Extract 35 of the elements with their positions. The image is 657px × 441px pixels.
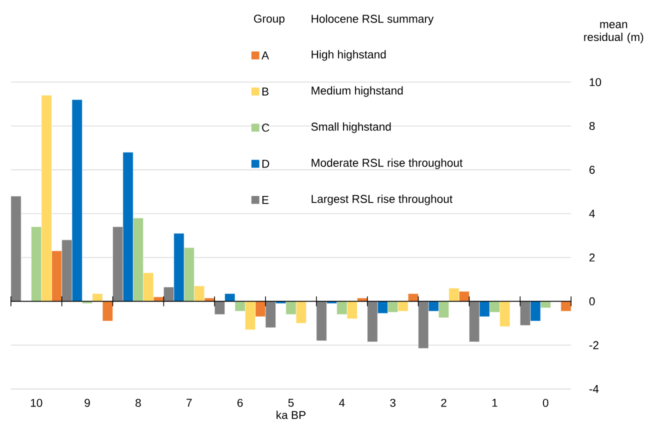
annotation: Largest RSL rise throughout — [312, 194, 452, 205]
text: Holocene RSL summary — [312, 14, 434, 25]
legend-label: A — [262, 51, 270, 60]
annotation: Medium highstand — [312, 86, 403, 97]
legend-label: E — [262, 196, 269, 204]
y-tick-label: 4 — [589, 210, 595, 218]
y-tick-label: 2 — [589, 253, 595, 262]
y-axis-title: mean residual (m) — [584, 22, 644, 44]
legend-label: D — [262, 160, 270, 168]
x-tick-label: 9 — [84, 398, 90, 407]
x-tick-label: 2 — [441, 398, 446, 407]
x-tick-label: 5 — [288, 398, 294, 407]
annotation: Moderate RSL rise throughout — [312, 158, 463, 169]
y-tick-label: -2 — [589, 340, 598, 349]
y-tick-label: -4 — [589, 384, 599, 393]
annotation: Small highstand — [311, 122, 391, 133]
legend-title: Group — [254, 14, 284, 25]
legend-label: C — [262, 123, 270, 132]
bar — [560, 300, 572, 312]
x-tick-label: 0 — [542, 398, 548, 407]
text: High highstand — [312, 50, 386, 60]
x-tick-label: 4 — [339, 398, 345, 406]
legend-label: B — [262, 87, 268, 96]
x-tick-label: 3 — [390, 398, 396, 407]
y-tick-label: 10 — [590, 78, 602, 86]
x-axis-title: ka BP — [276, 410, 306, 419]
y-tick-label: 0 — [589, 297, 595, 306]
x-tick-label: 6 — [237, 398, 243, 407]
x-tick-label: 8 — [136, 398, 141, 407]
bar — [10, 196, 22, 302]
y-tick-label: 6 — [589, 166, 595, 174]
x-tick-label: 1 — [492, 398, 498, 406]
x-tick-label: 7 — [186, 398, 192, 406]
x-tick-label: 10 — [30, 398, 42, 407]
y-tick-label: 8 — [589, 122, 595, 130]
